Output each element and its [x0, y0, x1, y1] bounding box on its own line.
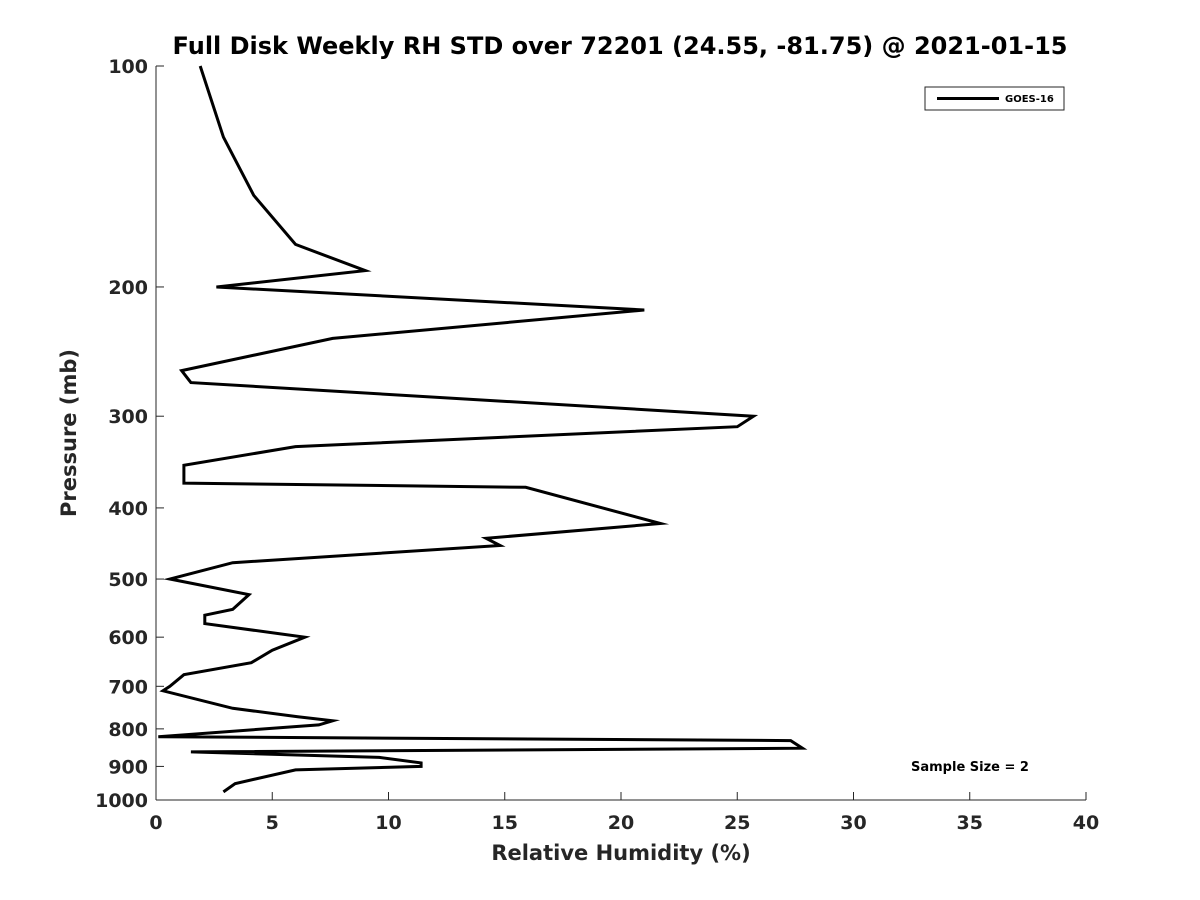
x-tick-label: 0 [149, 812, 162, 834]
x-tick-label: 15 [492, 812, 518, 834]
x-tick-label: 10 [375, 812, 401, 834]
series-layer [158, 65, 808, 794]
y-tick-label: 1000 [95, 790, 148, 812]
y-tick-label: 400 [108, 498, 148, 520]
series-line-goes-16 [158, 65, 808, 794]
y-tick-label: 300 [108, 406, 148, 428]
x-tick-label: 30 [840, 812, 866, 834]
chart-title: Full Disk Weekly RH STD over 72201 (24.5… [173, 32, 1068, 60]
x-axis-ticks: 0 5 10 15 20 25 30 35 40 [149, 792, 1099, 834]
y-tick-label: 700 [108, 676, 148, 698]
legend: GOES-16 [924, 86, 1065, 111]
y-tick-label: 800 [108, 719, 148, 741]
y-tick-label: 500 [108, 569, 148, 591]
legend-label-goes16: GOES-16 [1005, 94, 1054, 105]
y-tick-label: 100 [108, 56, 148, 78]
x-tick-label: 40 [1073, 812, 1099, 834]
sample-size-annotation: Sample Size = 2 [911, 760, 1029, 775]
x-tick-label: 20 [608, 812, 634, 834]
y-axis-ticks: 100 200 300 400 500 600 700 800 900 1000 [95, 56, 164, 812]
x-tick-label: 25 [724, 812, 750, 834]
y-tick-label: 900 [108, 756, 148, 778]
y-axis-label: Pressure (mb) [57, 349, 81, 517]
x-axis-label: Relative Humidity (%) [491, 841, 750, 865]
y-tick-label: 600 [108, 627, 148, 649]
x-tick-label: 5 [266, 812, 279, 834]
x-tick-label: 35 [957, 812, 983, 834]
y-tick-label: 200 [108, 277, 148, 299]
